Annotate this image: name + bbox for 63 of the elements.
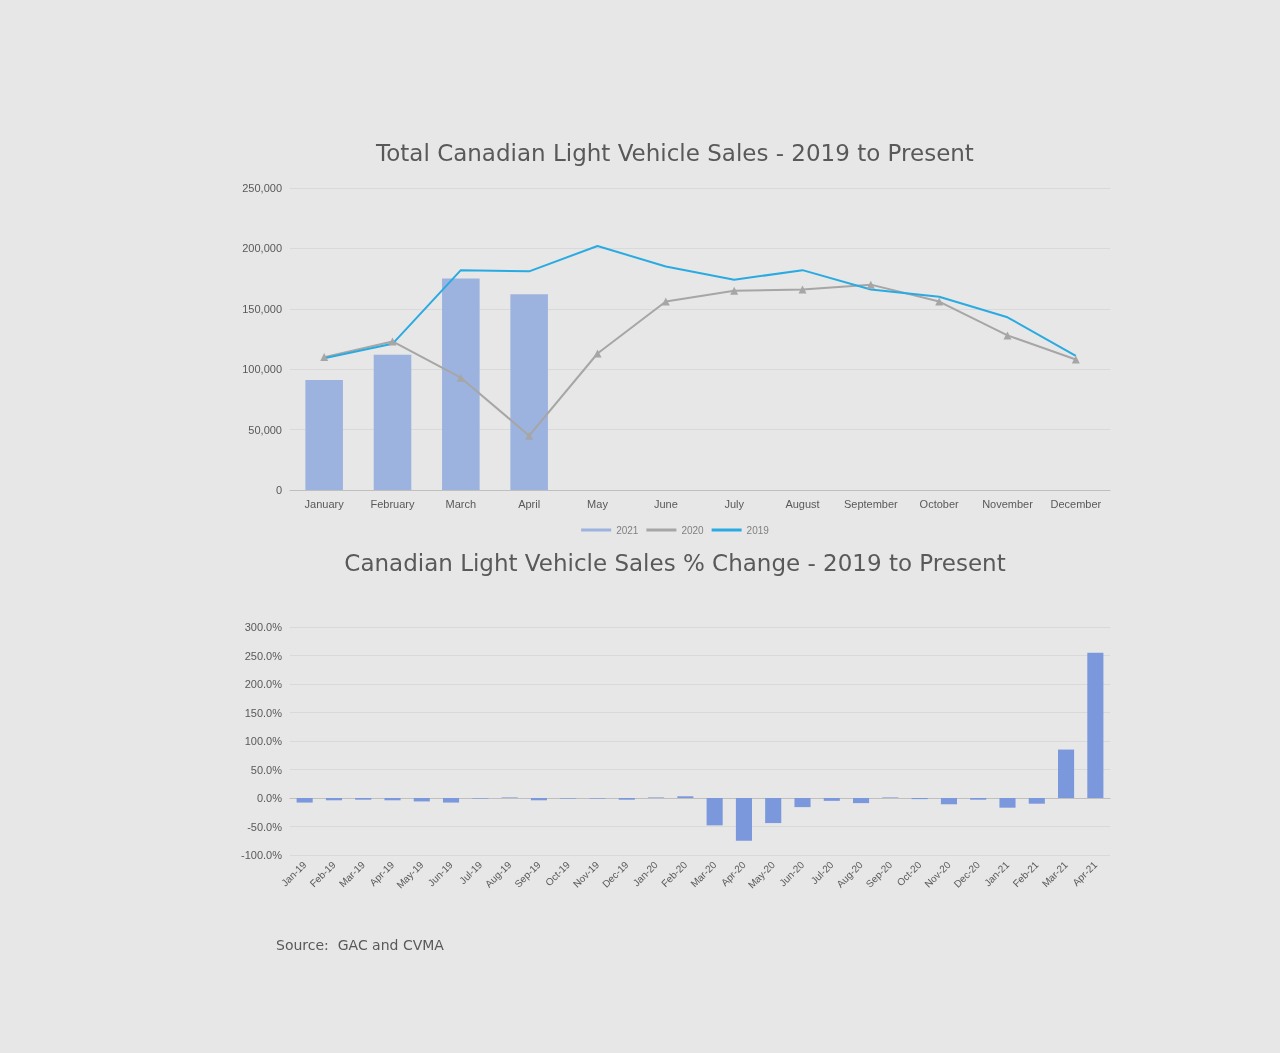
bar	[510, 294, 548, 490]
y-tick-label: 50,000	[248, 423, 282, 436]
chart-title: Total Canadian Light Vehicle Sales - 2019 to Present	[375, 139, 974, 166]
x-tick-label: January	[304, 497, 345, 510]
x-tick-label: September	[843, 497, 899, 510]
bar	[443, 798, 460, 803]
y-tick-label: -100.0%	[241, 849, 283, 861]
x-tick-label: November	[982, 497, 1034, 510]
point	[525, 431, 534, 440]
x-tick-label: April	[518, 497, 541, 510]
y-tick-label: 200.0%	[244, 678, 283, 690]
y-tick-label: 300.0%	[244, 621, 283, 633]
bar	[765, 798, 782, 824]
y-tick-label: 100,000	[242, 363, 282, 376]
point	[1071, 355, 1080, 364]
legend-label: 2020	[681, 524, 705, 536]
point	[593, 349, 602, 358]
point	[661, 297, 670, 306]
point	[935, 297, 944, 306]
y-tick-label: 50.0%	[250, 763, 283, 776]
point	[320, 353, 329, 362]
y-tick-label: 150,000	[242, 302, 282, 315]
bar	[999, 798, 1016, 808]
point	[798, 285, 807, 294]
bar	[735, 798, 752, 841]
y-tick-label: 250,000	[242, 182, 282, 194]
y-tick-label: -50.0%	[247, 820, 283, 833]
chart-title: Canadian Light Vehicle Sales % Change - 2019 to Present	[344, 549, 1006, 576]
point	[730, 286, 739, 295]
x-tick-label: August	[785, 497, 820, 510]
x-tick-label: October	[919, 497, 960, 510]
bar	[442, 278, 480, 490]
x-tick-label: February	[370, 497, 415, 510]
bar	[384, 798, 401, 801]
bar	[1028, 798, 1045, 804]
bar	[853, 798, 870, 804]
bar	[1087, 652, 1104, 798]
point	[1003, 331, 1012, 340]
bar	[823, 798, 840, 801]
source-note: Source: GAC and CVMA	[276, 937, 445, 953]
y-tick-label: 100.0%	[244, 735, 283, 747]
y-tick-label: 0	[275, 484, 282, 496]
bar	[305, 380, 343, 490]
x-tick-label: June	[653, 497, 678, 510]
x-tick-label: July	[724, 497, 745, 510]
y-tick-label: 0.0%	[256, 792, 283, 804]
y-tick-label: 250.0%	[244, 649, 283, 662]
y-tick-label: 150.0%	[244, 706, 283, 719]
x-tick-label: December	[1050, 497, 1102, 510]
bar	[794, 798, 811, 808]
y-tick-label: 200,000	[242, 242, 282, 255]
point	[866, 280, 875, 289]
x-tick-label: March	[445, 497, 477, 510]
x-tick-label: May	[587, 497, 609, 510]
bar	[706, 798, 723, 826]
legend-label: 2019	[746, 524, 770, 536]
bar	[296, 798, 313, 803]
legend-label: 2021	[616, 524, 639, 536]
bar	[1058, 749, 1075, 798]
point	[456, 373, 465, 382]
bar	[940, 798, 957, 805]
point	[388, 337, 397, 346]
bar	[373, 354, 412, 490]
